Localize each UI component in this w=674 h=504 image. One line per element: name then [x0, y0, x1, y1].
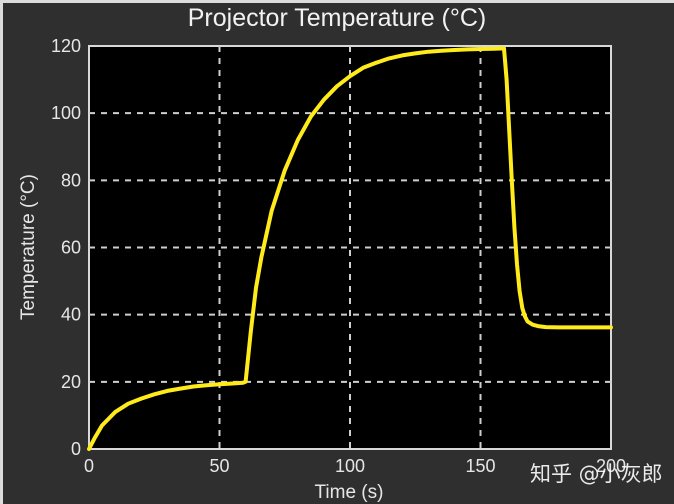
x-tick-label: 0: [84, 456, 94, 476]
y-axis-ticks: 0 20 40 60 80 100 120: [51, 36, 81, 459]
figure-border-left: [0, 0, 3, 504]
y-tick-label: 40: [61, 305, 81, 325]
y-tick-label: 60: [61, 238, 81, 258]
x-axis-label: Time (s): [315, 482, 384, 503]
x-tick-label: 50: [209, 456, 229, 476]
temperature-line: [87, 46, 613, 451]
watermark: 知乎 @小灰郎: [530, 462, 663, 486]
x-tick-label: 150: [465, 456, 495, 476]
x-tick-label: 200: [596, 456, 626, 476]
y-tick-label: 0: [71, 439, 81, 459]
figure-border-top: [0, 0, 674, 3]
y-tick-label: 100: [51, 103, 81, 123]
x-axis-ticks: 0 50 100 150 200: [84, 456, 626, 476]
y-tick-label: 20: [61, 372, 81, 392]
chart-title: Projector Temperature (°C): [187, 4, 487, 32]
y-tick-label: 120: [51, 36, 81, 56]
x-tick-label: 100: [335, 456, 365, 476]
y-axis-label: Temperature (°C): [18, 174, 39, 320]
y-tick-label: 80: [61, 170, 81, 190]
